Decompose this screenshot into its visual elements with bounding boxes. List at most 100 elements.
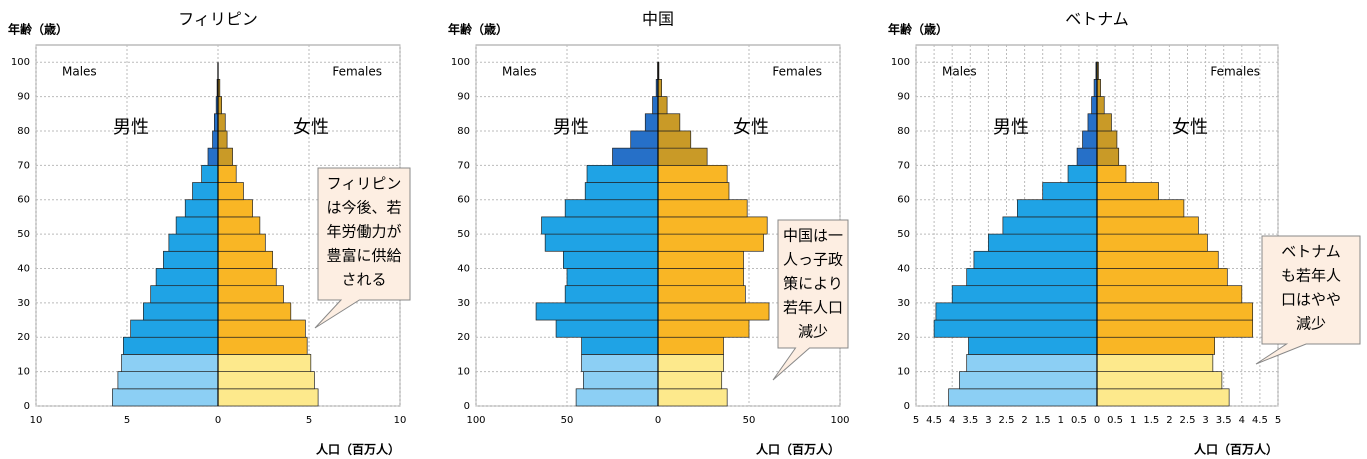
bar — [535, 302, 659, 321]
y-tick-label: 60 — [457, 195, 470, 206]
x-axis-label: 人口（百万人） — [316, 442, 400, 457]
y-tick-label: 70 — [17, 160, 30, 171]
bar — [657, 319, 750, 338]
bar — [217, 268, 277, 287]
bar — [933, 319, 1098, 338]
bar — [217, 164, 237, 183]
bar — [966, 354, 1098, 372]
x-tick-label: 5 — [913, 415, 919, 426]
right-label: Females — [332, 65, 382, 79]
bar — [951, 285, 1098, 304]
bar — [644, 113, 659, 132]
callout-text: 口はやや — [1281, 291, 1341, 309]
x-tick-label: 3.5 — [1216, 415, 1232, 426]
bar — [217, 216, 261, 235]
bar — [217, 336, 308, 355]
bar — [1017, 199, 1098, 218]
bar — [544, 233, 659, 252]
callout-box — [314, 167, 411, 329]
bar — [1096, 216, 1199, 235]
bar — [657, 388, 728, 407]
chart-title: フィリピン — [178, 10, 258, 29]
x-tick-label: 100 — [830, 415, 849, 426]
bar — [184, 199, 219, 218]
right-label-ja: 女性 — [293, 117, 329, 138]
bar — [1042, 182, 1098, 201]
x-tick-label: 3 — [985, 415, 991, 426]
bar — [217, 285, 284, 304]
y-tick-label: 20 — [897, 332, 910, 343]
bar — [175, 216, 219, 235]
y-tick-label: 10 — [17, 367, 30, 378]
bar — [143, 302, 219, 321]
x-tick-label: 2.5 — [999, 415, 1015, 426]
bar — [163, 250, 219, 269]
y-tick-label: 90 — [17, 92, 30, 103]
y-tick-label: 50 — [17, 229, 30, 240]
bar — [217, 250, 273, 269]
y-tick-label: 60 — [897, 195, 910, 206]
bar — [1096, 147, 1120, 166]
bar — [217, 388, 319, 407]
bar — [1096, 268, 1228, 287]
y-tick-label: 20 — [17, 332, 30, 343]
bar — [217, 199, 253, 218]
bar — [1087, 113, 1098, 132]
x-tick-label: 0.5 — [1107, 415, 1123, 426]
bar — [217, 113, 226, 132]
x-tick-label: 50 — [561, 415, 574, 426]
bar — [217, 371, 315, 390]
x-tick-label: 3.5 — [962, 415, 978, 426]
bar — [217, 233, 266, 252]
bar — [1096, 388, 1230, 407]
x-tick-label: 0 — [1094, 415, 1100, 426]
y-tick-label: 20 — [457, 332, 470, 343]
bar — [217, 319, 306, 338]
bar — [657, 336, 724, 355]
y-tick-label: 30 — [457, 298, 470, 309]
bar — [201, 164, 219, 183]
x-tick-label: 3 — [1202, 415, 1208, 426]
bar — [1096, 130, 1118, 149]
bar — [1067, 164, 1098, 183]
y-tick-label: 0 — [904, 401, 910, 412]
x-tick-label: 100 — [466, 415, 485, 426]
bar — [968, 336, 1098, 355]
x-tick-label: 2.5 — [1180, 415, 1196, 426]
bar — [155, 268, 219, 287]
callout-text: 中国は一 — [783, 227, 843, 245]
y-axis-label: 年齢（歳） — [888, 22, 948, 37]
bar — [217, 182, 244, 201]
x-tick-label: 0.5 — [1071, 415, 1087, 426]
y-tick-label: 80 — [897, 126, 910, 137]
bar — [217, 354, 312, 372]
bar — [150, 285, 219, 304]
x-tick-label: 10 — [394, 415, 407, 426]
left-label: Males — [502, 65, 537, 79]
bar — [1096, 371, 1223, 390]
bar — [583, 371, 659, 390]
y-tick-label: 100 — [451, 57, 470, 68]
callout-text: 減少 — [1296, 315, 1326, 333]
x-tick-label: 1 — [1130, 415, 1136, 426]
y-tick-label: 80 — [457, 126, 470, 137]
bar — [1002, 216, 1098, 235]
y-axis-label: 年齢（歳） — [448, 22, 508, 37]
bar — [935, 302, 1098, 321]
x-tick-label: 1 — [1058, 415, 1064, 426]
bar — [555, 319, 659, 338]
bar — [1096, 182, 1159, 201]
x-tick-label: 1.5 — [1143, 415, 1159, 426]
chart-title: ベトナム — [1065, 10, 1129, 29]
x-tick-label: 10 — [30, 415, 43, 426]
callout-text: も若年人 — [1281, 267, 1341, 285]
callout-text: は今後、若 — [326, 199, 401, 217]
right-label-ja: 女性 — [733, 117, 769, 138]
bar — [1096, 302, 1254, 321]
x-tick-label: 4.5 — [926, 415, 942, 426]
y-tick-label: 10 — [457, 367, 470, 378]
bar — [575, 388, 659, 407]
callout-text: される — [341, 271, 386, 289]
right-label: Females — [1210, 65, 1260, 79]
